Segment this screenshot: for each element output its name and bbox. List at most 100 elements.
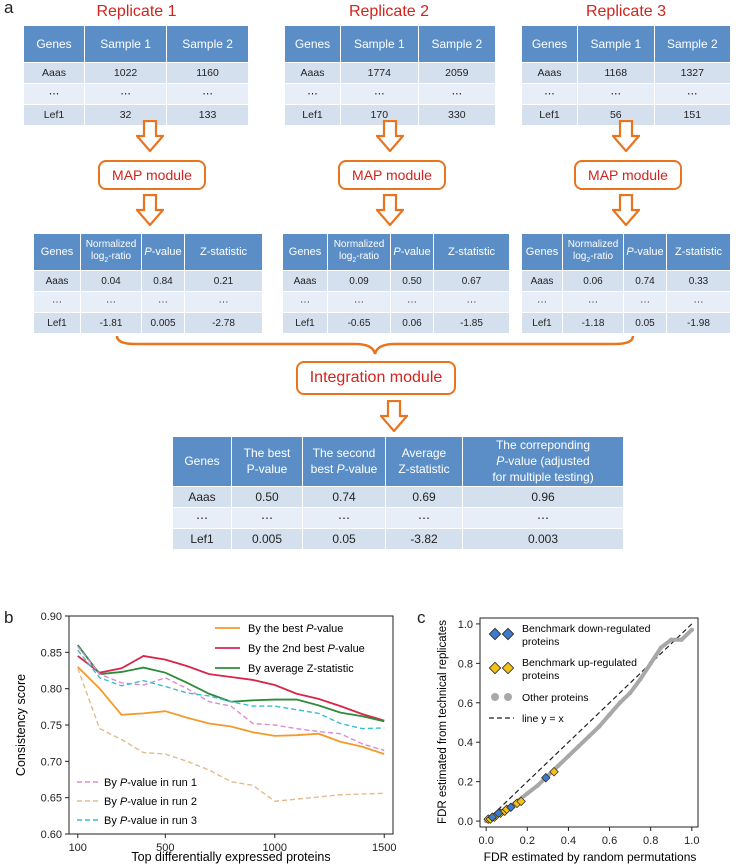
y-axis-label: Consistency score	[14, 674, 28, 776]
header-text: The correponding	[495, 438, 591, 452]
header-p: P	[144, 246, 152, 258]
cell: Aaas	[24, 62, 85, 84]
cell: ⋯	[577, 83, 655, 105]
cell: 0.50	[231, 486, 303, 508]
other-protein-point	[648, 661, 653, 666]
header-text: The best	[243, 446, 291, 461]
cell: ⋯	[666, 291, 730, 313]
header-p: P	[393, 246, 401, 258]
header-text: Z-statistic	[398, 462, 450, 477]
down-regulated-point	[541, 772, 551, 783]
x-tick-label: 1500	[372, 842, 396, 854]
y-tick-label: 0.80	[41, 684, 62, 696]
header-sample-2: Sample 2	[418, 26, 495, 63]
cell: -1.18	[562, 312, 624, 334]
legend-text: -value in run 1	[127, 777, 197, 789]
cell: 1168	[577, 62, 655, 84]
other-protein-point	[607, 712, 612, 717]
header-z-statistic: Z-statistic	[433, 234, 509, 271]
x-tick-label: 0.0	[479, 835, 494, 847]
legend-run2: By P-value in run 2	[104, 796, 197, 808]
cell: -1.98	[666, 312, 730, 334]
legend-text: By	[104, 815, 120, 827]
header-text: Average	[401, 446, 447, 461]
cell: Lef1	[24, 104, 85, 126]
legend-text: -value	[313, 623, 343, 635]
header-log: log	[90, 250, 105, 262]
header-p: P	[626, 246, 634, 258]
other-protein-point	[586, 734, 592, 739]
header-value: -value	[151, 246, 182, 258]
integrated-results-table: Genes The best P-value The second best P-v…	[173, 437, 623, 550]
header-genes: Genes	[522, 26, 578, 63]
legend-second: By the 2nd best P-value	[248, 643, 365, 655]
other-protein-point	[679, 637, 684, 642]
cell: 170	[340, 104, 419, 126]
panel-a-letter: a	[4, 0, 14, 17]
y-tick-label: 0.2	[458, 777, 473, 789]
down-regulated-point	[487, 812, 498, 822]
x-axis-label: Top differentially expressed proteins	[131, 850, 330, 864]
legend-line-text: line y = x	[522, 713, 564, 725]
cell: ⋯	[522, 291, 563, 313]
cell: ⋯	[418, 83, 495, 105]
header-best-p: The best P-value	[231, 437, 303, 487]
cell: 0.21	[184, 270, 262, 292]
legend-best: By the best P-value	[248, 623, 343, 635]
header-genes: Genes	[522, 234, 563, 271]
down-regulated-point	[493, 808, 504, 818]
cell: ⋯	[80, 291, 142, 313]
y-tick-label: 0.4	[458, 737, 473, 749]
header-value: -value	[633, 246, 664, 258]
legend-down-diamond	[488, 627, 502, 641]
other-protein-point	[669, 637, 674, 642]
cell: -2.78	[184, 312, 262, 334]
cell: 1160	[166, 62, 248, 84]
up-regulated-point	[549, 767, 559, 777]
cell: ⋯	[141, 291, 185, 313]
merge-brace	[115, 335, 635, 355]
other-protein-point	[535, 783, 540, 788]
cell: 0.05	[302, 528, 386, 550]
cell: 0.33	[666, 270, 730, 292]
cell: ⋯	[385, 507, 463, 529]
cell: ⋯	[433, 291, 509, 313]
cell: Lef1	[283, 312, 328, 334]
cell: 0.04	[80, 270, 142, 292]
legend-up-text: proteins	[522, 670, 559, 682]
series-line-second	[77, 655, 385, 722]
series-line-best	[77, 666, 385, 755]
legend-up-diamond	[501, 661, 515, 675]
header-normalized: Normalized	[567, 238, 619, 250]
identity-line	[485, 623, 693, 822]
other-protein-point	[638, 676, 643, 682]
header-sample-2: Sample 2	[166, 26, 248, 63]
cell: ⋯	[34, 291, 81, 313]
cell: 0.50	[390, 270, 434, 292]
legend-up-diamond	[488, 661, 502, 675]
cell: Lef1	[34, 312, 81, 334]
x-tick-label: 0.8	[643, 835, 658, 847]
header-normalized-log2-ratio: Normalized log2-ratio	[562, 234, 624, 271]
cell: Aaas	[285, 62, 341, 84]
header-p-value: P-value	[623, 234, 667, 271]
legend-down-text: proteins	[522, 636, 559, 648]
panel-b-letter: b	[4, 608, 14, 627]
y-axis-label: FDR estimated from technical replicates	[437, 620, 449, 824]
y-tick-label: 0.75	[41, 720, 62, 732]
y-tick-label: 0.8	[458, 658, 473, 670]
legend-upper: By the best P-value By the 2nd best P-va…	[215, 623, 365, 675]
y-tick-label: 0.90	[41, 611, 62, 623]
x-tick-label: 0.2	[520, 835, 535, 847]
x-tick-label: 1000	[263, 842, 287, 854]
legend-p: P	[328, 643, 336, 655]
header-genes: Genes	[173, 437, 232, 487]
cell: 0.74	[623, 270, 667, 292]
replicate-2-title: Replicate 2	[348, 3, 430, 20]
cell: Aaas	[283, 270, 328, 292]
down-arrow-icon	[136, 194, 164, 226]
cell: Aaas	[522, 270, 563, 292]
legend-p: P	[120, 796, 128, 808]
other-protein-point	[617, 700, 623, 705]
header-log: log	[572, 250, 587, 262]
